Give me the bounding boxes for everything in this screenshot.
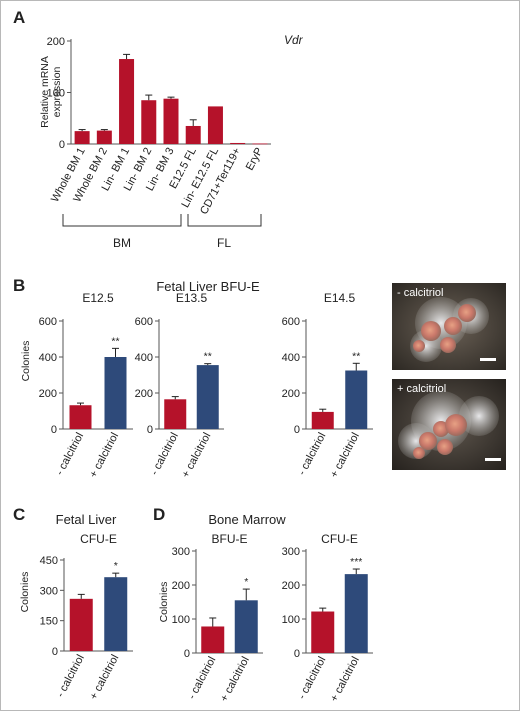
d-bfu-e-ytick-label: 0 (184, 648, 190, 660)
c-cfu-e-significance: * (114, 560, 118, 572)
panel-b-ylabel: Colonies (20, 341, 32, 382)
b-e13.5-title: E13.5 (176, 291, 208, 305)
b-e12.5-title: E12.5 (82, 291, 114, 305)
b-e12.5-significance: ** (111, 335, 119, 347)
b-e14.5-ytick-label: 400 (282, 352, 300, 364)
d-cfu-e-ytick-label: 0 (294, 648, 300, 660)
b-e14.5-bar (345, 370, 368, 429)
b-e12.5-ytick-label: 600 (39, 316, 57, 328)
d-bfu-e-bar (234, 600, 258, 653)
d-cfu-e-bar (311, 611, 335, 653)
b-e13.5-ytick-label: 200 (135, 388, 153, 400)
d-cfu-e-category-label: - calcitriol (296, 655, 328, 702)
d-cfu-e-title: CFU-E (321, 532, 358, 546)
b-e12.5-ytick-label: 400 (39, 352, 57, 364)
b-e14.5-ytick-label: 600 (282, 316, 300, 328)
b-e14.5-category-label: - calcitriol (296, 431, 328, 478)
b-e14.5-significance: ** (352, 350, 360, 362)
c-cfu-e-ytick-label: 0 (52, 646, 58, 658)
c-cfu-e-bar (104, 577, 128, 651)
b-e12.5-ytick-label: 0 (51, 424, 57, 436)
d-bfu-e-category-label: + calcitriol (218, 655, 252, 704)
c-cfu-e-bar (69, 598, 93, 651)
b-e14.5-ytick-label: 0 (294, 424, 300, 436)
micrograph-plus-calcitriol (392, 379, 506, 470)
c-cfu-e-ytick-label: 450 (40, 555, 58, 567)
d-bfu-e-category-label: - calcitriol (186, 655, 218, 702)
b-e12.5-category-label: - calcitriol (54, 431, 86, 478)
panel-label-d: D (153, 505, 165, 524)
a-bar (163, 98, 179, 144)
a-bar (185, 125, 201, 144)
b-e14.5-category-label: + calcitriol (328, 431, 362, 480)
b-e12.5-ytick-label: 200 (39, 388, 57, 400)
b-e12.5-bar (69, 405, 92, 429)
d-bfu-e-significance: * (244, 576, 248, 588)
d-bfu-e-ytick-label: 200 (172, 580, 190, 592)
c-cfu-e-category-label: - calcitriol (54, 653, 86, 700)
d-cfu-e-ytick-label: 100 (282, 614, 300, 626)
d-bfu-e-ytick-label: 300 (172, 546, 190, 558)
d-bfu-e-bar (201, 626, 225, 653)
b-e13.5-bar (196, 365, 219, 429)
d-cfu-e-ytick-label: 300 (282, 546, 300, 558)
b-e14.5-bar (311, 411, 334, 429)
a-bar (230, 142, 246, 144)
c-cfu-e-category-label: + calcitriol (88, 653, 122, 702)
b-e12.5-bar (104, 357, 127, 429)
b-e13.5-bar (164, 399, 187, 429)
d-bfu-e-ytick-label: 100 (172, 614, 190, 626)
b-e13.5-category-label: - calcitriol (148, 431, 180, 478)
d-cfu-e-significance: *** (350, 556, 362, 568)
b-e13.5-ytick-label: 0 (147, 424, 153, 436)
group-label-fl: FL (217, 236, 231, 250)
d-cfu-e-ytick-label: 200 (282, 580, 300, 592)
bracket-bm (62, 214, 182, 227)
b-e13.5-significance: ** (204, 351, 212, 363)
b-e13.5-ytick-label: 600 (135, 316, 153, 328)
d-cfu-e-bar (344, 574, 368, 653)
micrograph-plus-label: + calcitriol (397, 383, 446, 395)
b-e12.5-category-label: + calcitriol (87, 431, 121, 480)
a-category-label: EryP (244, 146, 266, 173)
a-bar (252, 143, 268, 145)
a-ytick-label: 200 (47, 36, 65, 48)
panel-a-ylabel-line2: expression (51, 66, 63, 117)
c-cfu-e-title: CFU-E (80, 532, 117, 546)
a-bar (119, 59, 135, 144)
panel-c-title: Fetal Liver (56, 512, 117, 527)
b-e13.5-ytick-label: 400 (135, 352, 153, 364)
panel-a-ylabel-line1: Relative mRNA (39, 56, 51, 128)
d-bfu-e-title: BFU-E (212, 532, 248, 546)
c-cfu-e-ytick-label: 300 (40, 585, 58, 597)
b-e14.5-ytick-label: 200 (282, 388, 300, 400)
panel-label-a: A (13, 8, 25, 27)
panel-d-ylabel: Colonies (158, 582, 170, 623)
group-label-bm: BM (113, 236, 131, 250)
a-ytick-label: 0 (59, 139, 65, 151)
b-e14.5-title: E14.5 (324, 291, 356, 305)
gene-label: Vdr (284, 33, 304, 47)
d-cfu-e-category-label: + calcitriol (328, 655, 362, 704)
micrograph-minus-label: - calcitriol (397, 287, 443, 299)
a-bar (141, 100, 157, 144)
a-bar (96, 130, 112, 144)
a-ytick-label: 100 (47, 88, 65, 100)
b-e13.5-category-label: + calcitriol (180, 431, 214, 480)
panel-c-ylabel: Colonies (19, 572, 31, 613)
c-cfu-e-ytick-label: 150 (40, 616, 58, 628)
micrograph-minus-calcitriol (392, 283, 506, 370)
bracket-fl (187, 214, 262, 227)
a-bar (74, 131, 90, 144)
panel-b-title: Fetal Liver BFU-E (156, 279, 260, 294)
panel-label-b: B (13, 276, 25, 295)
panel-label-c: C (13, 505, 25, 524)
a-bar (207, 106, 223, 144)
panel-d-title: Bone Marrow (208, 512, 286, 527)
